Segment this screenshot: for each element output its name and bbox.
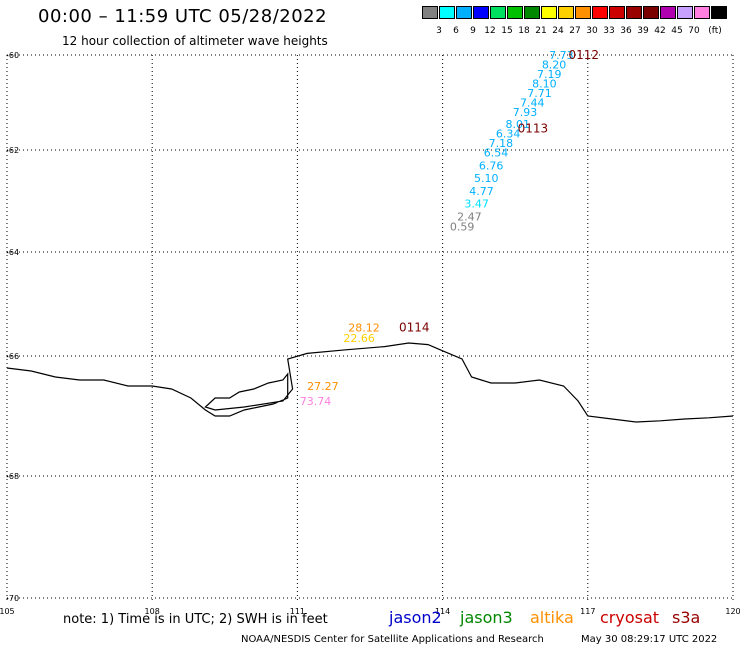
wave-height-label: 28.12 [348, 321, 380, 334]
map-grid [6, 54, 734, 600]
wave-height-label: 3.47 [464, 198, 489, 211]
pass-id-label: 0112 [568, 48, 599, 62]
legend-swatch [592, 6, 608, 19]
legend-swatch [541, 6, 557, 19]
legend-swatch [677, 6, 693, 19]
legend-label: 12 [484, 26, 496, 36]
legend-swatch [609, 6, 625, 19]
legend-swatch [558, 6, 574, 19]
wave-height-label: 7.71 [527, 87, 552, 100]
wave-height-label: 7.44 [520, 97, 545, 110]
wave-height-label: 4.77 [469, 185, 494, 198]
wave-height-label: 8.01 [506, 118, 531, 131]
wave-height-label: 6.34 [496, 127, 520, 140]
wave-height-label: 0.59 [450, 221, 475, 234]
legend-swatch [626, 6, 642, 19]
legend-label: 18 [518, 26, 530, 36]
observation-layer: 7.738.207.198.107.717.447.938.016.347.18… [300, 48, 599, 408]
legend-label: 36 [620, 26, 632, 36]
lon-tick-label: 105 [0, 607, 15, 616]
legend-label: 21 [535, 26, 547, 36]
legend-label: 42 [654, 26, 666, 36]
legend-label: 9 [470, 26, 476, 36]
wave-height-label: 6.76 [479, 159, 504, 172]
legend-label: 27 [569, 26, 581, 36]
pass-id-label: 0114 [399, 320, 430, 334]
legend-label: 39 [637, 26, 649, 36]
wave-height-label: 22.66 [343, 332, 375, 345]
legend-swatch [524, 6, 540, 19]
wave-height-label: 7.73 [549, 49, 574, 62]
page-subtitle: 12 hour collection of altimeter wave hei… [62, 34, 328, 48]
legend-swatch [575, 6, 591, 19]
wave-height-label: 6.54 [484, 147, 509, 160]
satellite-label-cryosat: cryosat [600, 608, 660, 627]
wave-height-label: 73.74 [300, 395, 332, 408]
lat-tick-label: -64 [6, 248, 19, 257]
satellite-label-jason3: jason3 [460, 608, 513, 627]
legend-swatch [456, 6, 472, 19]
satellite-label-s3a: s3a [672, 608, 701, 627]
lon-tick-label: 117 [580, 607, 595, 616]
page-title: 00:00 – 11:59 UTC 05/28/2022 [38, 6, 328, 27]
wave-height-label: 8.20 [542, 59, 567, 72]
axis-ticks: 105 108 111 114 117 120 -60 -62 -64 -66 -68 -70 [0, 51, 740, 616]
satellite-label-altika: altika [530, 608, 574, 627]
wave-height-label: 8.10 [532, 78, 557, 91]
legend-label: 30 [586, 26, 598, 36]
legend-label: 3 [436, 26, 442, 36]
coastline-layer [6, 342, 734, 423]
wave-height-label: 7.93 [513, 106, 538, 119]
legend-swatch [490, 6, 506, 19]
legend-label: 33 [603, 26, 615, 36]
legend-swatch [439, 6, 455, 19]
legend-label: (ft) [708, 26, 722, 36]
legend-swatch [643, 6, 659, 19]
lon-tick-label: 111 [290, 607, 305, 616]
wave-height-label: 7.19 [537, 68, 562, 81]
legend-label: 70 [688, 26, 700, 36]
wave-height-label: 5.10 [474, 172, 499, 185]
lat-tick-label: -60 [6, 51, 19, 60]
footer-note: note: 1) Time is in UTC; 2) SWH is in fe… [63, 612, 328, 627]
lat-tick-label: -66 [6, 352, 19, 361]
legend-label: 15 [501, 26, 513, 36]
lon-tick-label: 114 [435, 607, 450, 616]
legend-swatch [660, 6, 676, 19]
lon-tick-label: 120 [725, 607, 740, 616]
wave-height-label: 2.47 [457, 210, 482, 223]
wave-height-label: 7.18 [489, 137, 513, 150]
legend-swatch [422, 6, 438, 19]
lat-tick-label: -62 [6, 146, 19, 155]
credit-line: NOAA/NESDIS Center for Satellite Applica… [241, 634, 544, 645]
lon-tick-label: 108 [145, 607, 160, 616]
legend-swatch [694, 6, 710, 19]
pass-id-label: 0113 [518, 122, 549, 136]
lat-tick-label: -68 [6, 472, 19, 481]
legend-label: 45 [671, 26, 683, 36]
legend-swatch [711, 6, 727, 19]
wave-height-label: 27.27 [307, 380, 339, 393]
legend-label: 24 [552, 26, 564, 36]
satellite-label-jason2: jason2 [389, 608, 442, 627]
lat-tick-label: -70 [6, 594, 19, 603]
coastline [6, 342, 734, 423]
legend-swatch [473, 6, 489, 19]
legend-swatch [507, 6, 523, 19]
legend-label: 6 [453, 26, 459, 36]
generated-timestamp: May 30 08:29:17 UTC 2022 [581, 634, 718, 645]
